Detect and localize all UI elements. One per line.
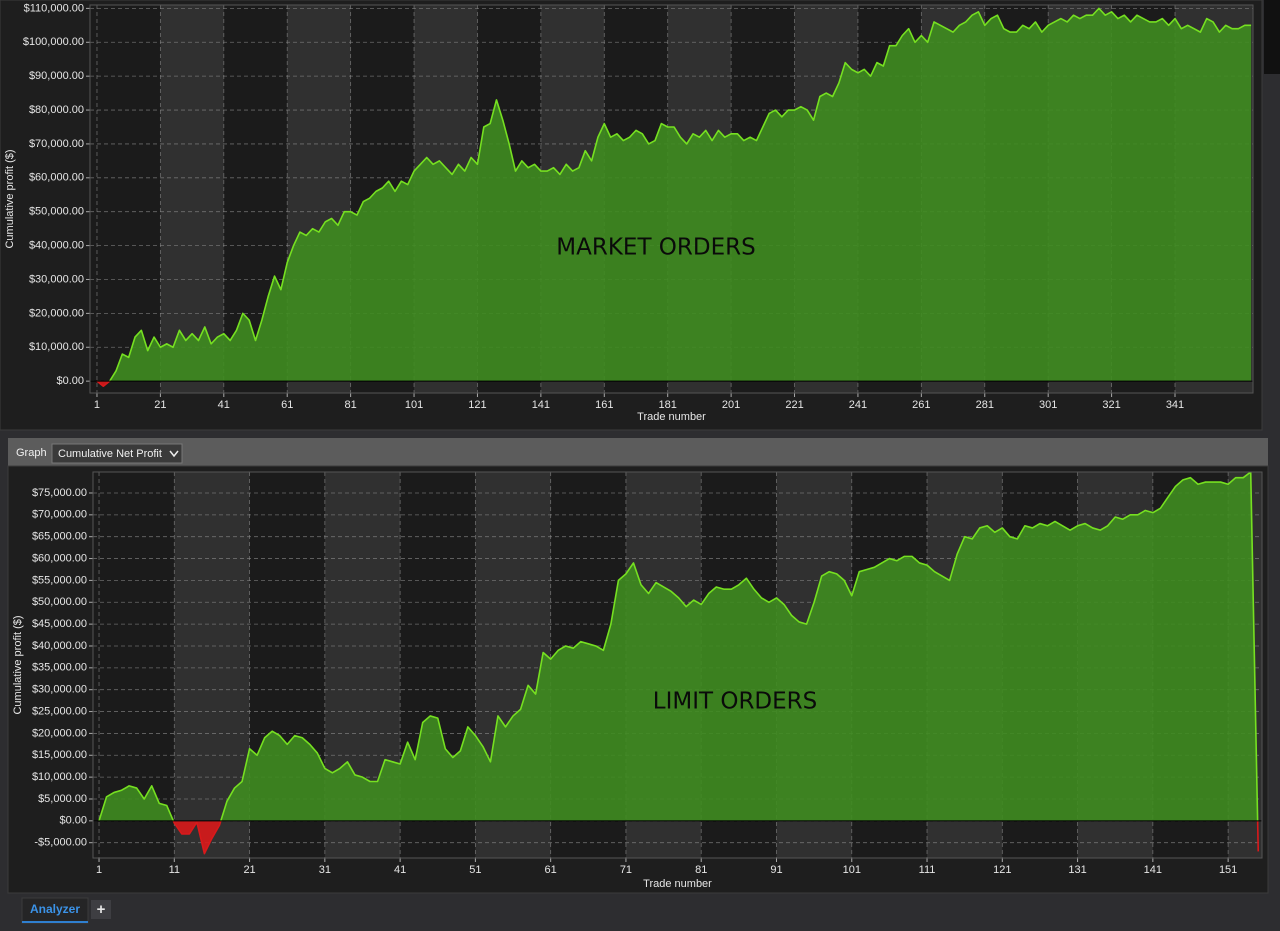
graph-select-text[interactable]: Cumulative Net Profit <box>58 448 162 460</box>
x-tick-label: 101 <box>843 864 861 876</box>
x-tick-label: 321 <box>1102 399 1120 411</box>
y-tick-label: $110,000.00 <box>24 2 84 14</box>
x-tick-label: 11 <box>169 864 180 876</box>
graph-label: Graph <box>16 447 47 459</box>
graph-select[interactable] <box>51 443 183 464</box>
x-tick-label: 91 <box>770 864 782 876</box>
y-tick-label: -$5,000.00 <box>34 837 87 849</box>
add-tab-button[interactable] <box>91 900 111 919</box>
y-tick-label: $80,000.00 <box>29 104 84 116</box>
y-tick-label: $50,000.00 <box>32 596 87 608</box>
y-tick-label: $15,000.00 <box>32 749 87 761</box>
x-tick-label: 81 <box>695 864 707 876</box>
profit-line <box>96 7 1252 382</box>
y-tick-label: $35,000.00 <box>32 662 87 674</box>
y-tick-label: $40,000.00 <box>29 240 84 252</box>
x-tick-label: 21 <box>154 399 166 411</box>
x-tick-label: 161 <box>595 399 613 411</box>
y-tick-label: $60,000.00 <box>32 552 87 564</box>
x-tick-label: 101 <box>405 399 423 411</box>
x-tick-label: 81 <box>345 399 357 411</box>
x-axis-title: Trade number <box>643 878 712 890</box>
annotation: LIMIT ORDERS <box>653 689 818 715</box>
x-tick-label: 151 <box>1219 864 1237 876</box>
x-tick-label: 141 <box>532 399 550 411</box>
x-tick-label: 121 <box>468 399 486 411</box>
band <box>160 5 224 393</box>
y-tick-label: $45,000.00 <box>32 618 87 630</box>
plot-frame <box>92 471 1263 859</box>
profit-line <box>98 472 1259 821</box>
x-tick-label: 61 <box>545 864 557 876</box>
y-tick-label: $0.00 <box>59 815 87 827</box>
side-strip <box>1264 0 1280 74</box>
area-fill <box>99 472 1258 821</box>
x-tick-label: 1 <box>96 864 102 876</box>
y-tick-label: $20,000.00 <box>32 727 87 739</box>
x-tick-label: 31 <box>319 864 331 876</box>
x-tick-label: 221 <box>785 399 803 411</box>
y-tick-label: $5,000.00 <box>38 793 87 805</box>
x-tick-label: 281 <box>976 399 994 411</box>
analyzer-tab[interactable] <box>21 897 89 924</box>
y-tick-label: $40,000.00 <box>32 640 87 652</box>
x-tick-label: 261 <box>912 399 930 411</box>
y-tick-label: $65,000.00 <box>32 531 87 543</box>
toolbar <box>8 438 1268 466</box>
y-tick-label: $10,000.00 <box>29 341 84 353</box>
x-tick-label: 1 <box>94 399 100 411</box>
x-tick-label: 61 <box>281 399 293 411</box>
x-tick-label: 181 <box>659 399 677 411</box>
y-tick-label: $0.00 <box>56 375 84 387</box>
y-axis-title: Cumulative profit ($) <box>4 149 16 248</box>
y-tick-label: $30,000.00 <box>32 684 87 696</box>
x-tick-label: 51 <box>469 864 481 876</box>
y-tick-label: $25,000.00 <box>32 705 87 717</box>
y-tick-label: $60,000.00 <box>29 172 84 184</box>
area-fill <box>99 820 1259 854</box>
x-tick-label: 121 <box>993 864 1011 876</box>
y-tick-label: $30,000.00 <box>29 273 84 285</box>
y-tick-label: $75,000.00 <box>32 487 87 499</box>
select-arrow[interactable] <box>169 450 179 458</box>
x-tick-label: 71 <box>620 864 632 876</box>
x-tick-label: 201 <box>722 399 740 411</box>
area-fill <box>109 8 1252 382</box>
x-tick-label: 41 <box>218 399 230 411</box>
x-axis-title: Trade number <box>637 411 706 423</box>
tab-label[interactable]: Analyzer <box>30 902 80 916</box>
y-tick-label: $55,000.00 <box>32 574 87 586</box>
x-tick-label: 131 <box>1068 864 1086 876</box>
add-tab-label[interactable]: + <box>97 901 106 918</box>
y-tick-label: $70,000.00 <box>32 509 87 521</box>
y-tick-label: $90,000.00 <box>29 70 84 82</box>
plot-frame <box>89 4 1254 394</box>
y-tick-label: $10,000.00 <box>32 771 87 783</box>
x-tick-label: 141 <box>1144 864 1162 876</box>
y-axis-title: Cumulative profit ($) <box>12 615 24 714</box>
x-tick-label: 241 <box>849 399 867 411</box>
y-tick-label: $100,000.00 <box>23 36 84 48</box>
x-tick-label: 341 <box>1166 399 1184 411</box>
y-tick-label: $70,000.00 <box>29 138 84 150</box>
y-tick-label: $50,000.00 <box>29 206 84 218</box>
x-tick-label: 111 <box>919 864 936 876</box>
y-tick-label: $20,000.00 <box>29 307 84 319</box>
x-tick-label: 21 <box>243 864 255 876</box>
x-tick-label: 301 <box>1039 399 1057 411</box>
annotation: MARKET ORDERS <box>556 235 755 261</box>
x-tick-label: 41 <box>394 864 406 876</box>
